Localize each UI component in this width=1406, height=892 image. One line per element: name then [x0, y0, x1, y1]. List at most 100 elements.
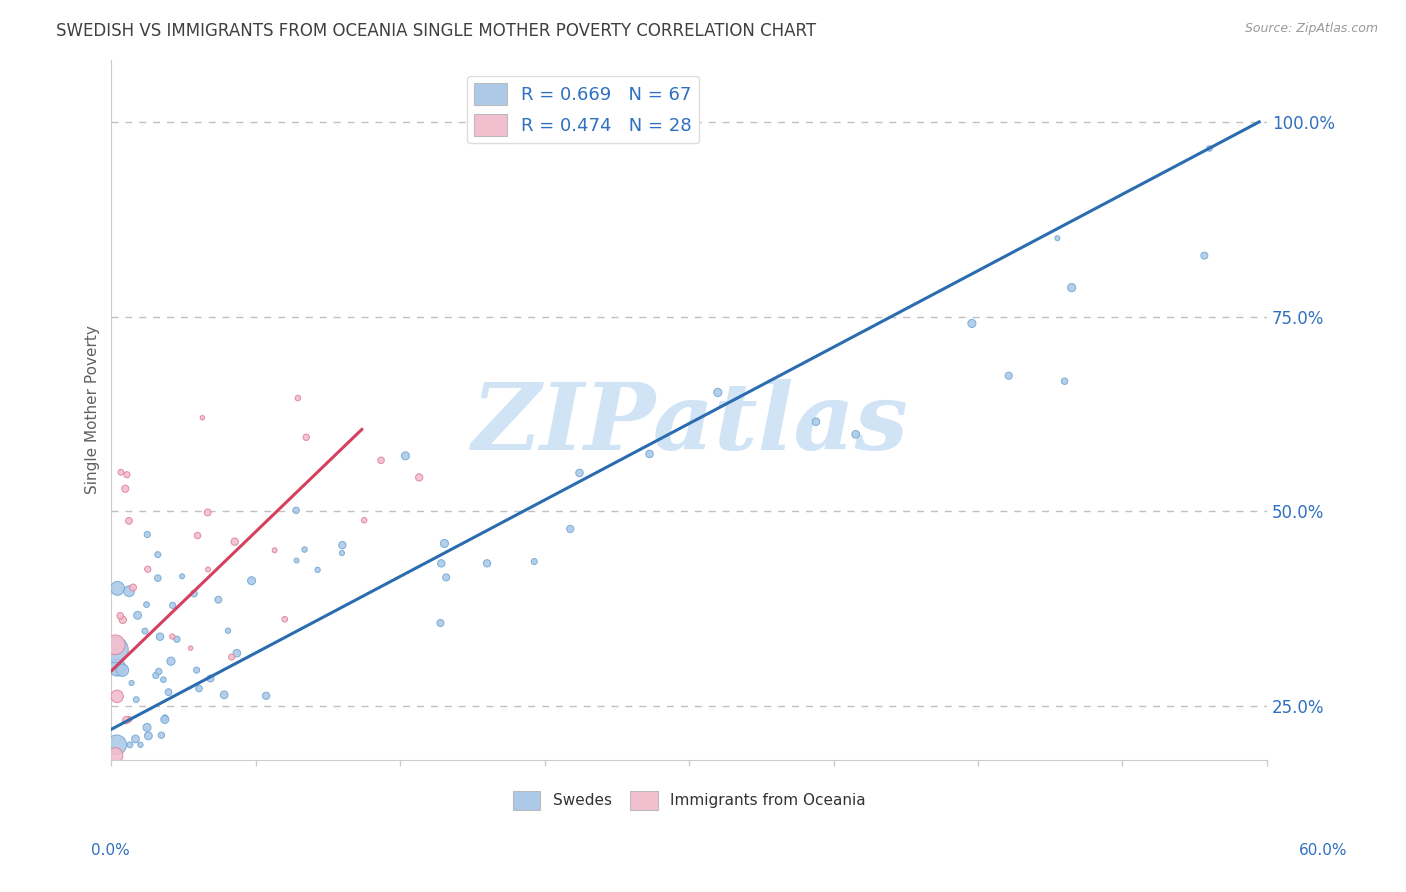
Point — [162, 630, 184, 644]
Point — [122, 581, 145, 595]
Point — [157, 685, 180, 699]
Point — [707, 385, 730, 400]
Text: 60.0%: 60.0% — [1299, 843, 1347, 858]
Point — [115, 713, 138, 727]
Point — [115, 467, 138, 482]
Point — [146, 571, 169, 585]
Point — [152, 673, 174, 687]
Point — [332, 538, 354, 552]
Point — [118, 514, 141, 528]
Point — [408, 470, 430, 484]
Point — [240, 574, 263, 588]
Point — [430, 557, 453, 571]
Point — [186, 663, 208, 677]
Point — [394, 449, 416, 463]
Point — [110, 608, 132, 623]
Point — [1053, 374, 1076, 388]
Point — [187, 528, 209, 542]
Point — [191, 410, 214, 425]
Text: Source: ZipAtlas.com: Source: ZipAtlas.com — [1244, 22, 1378, 36]
Point — [188, 681, 211, 696]
Text: ZIPatlas: ZIPatlas — [471, 379, 908, 469]
Text: 0.0%: 0.0% — [91, 843, 131, 858]
Point — [145, 668, 167, 682]
Point — [370, 453, 392, 467]
Point — [148, 665, 170, 679]
Point — [285, 553, 308, 567]
Point — [197, 562, 219, 576]
Point — [475, 557, 498, 571]
Point — [138, 729, 160, 743]
Point — [997, 368, 1019, 383]
Point — [125, 692, 148, 706]
Point — [124, 731, 146, 746]
Point — [960, 317, 983, 331]
Point — [225, 646, 247, 660]
Point — [118, 712, 141, 726]
Point — [274, 612, 297, 626]
Point — [294, 542, 316, 557]
Point — [1046, 231, 1069, 245]
Point — [136, 720, 159, 734]
Point — [523, 555, 546, 569]
Text: SWEDISH VS IMMIGRANTS FROM OCEANIA SINGLE MOTHER POVERTY CORRELATION CHART: SWEDISH VS IMMIGRANTS FROM OCEANIA SINGL… — [56, 22, 817, 40]
Point — [134, 624, 156, 639]
Point — [285, 503, 308, 517]
Point — [172, 569, 194, 583]
Point — [136, 562, 159, 576]
Point — [200, 672, 222, 686]
Point — [263, 543, 285, 558]
Point — [111, 663, 134, 677]
Point — [150, 728, 173, 742]
Legend: Swedes, Immigrants from Oceania: Swedes, Immigrants from Oceania — [506, 785, 872, 816]
Point — [162, 599, 184, 613]
Point — [107, 582, 129, 596]
Point — [136, 527, 159, 541]
Point — [105, 690, 128, 704]
Point — [1194, 249, 1216, 263]
Point — [353, 513, 375, 527]
Point — [105, 660, 128, 674]
Point — [149, 630, 172, 644]
Point — [433, 536, 456, 550]
Point — [104, 638, 127, 652]
Point — [638, 447, 661, 461]
Point — [105, 738, 128, 752]
Point — [287, 391, 309, 405]
Point — [118, 584, 141, 599]
Point — [153, 713, 176, 727]
Y-axis label: Single Mother Poverty: Single Mother Poverty — [86, 326, 100, 494]
Point — [121, 676, 143, 690]
Point — [135, 598, 157, 612]
Point — [104, 748, 127, 763]
Point — [560, 522, 582, 536]
Point — [429, 615, 451, 630]
Point — [212, 688, 235, 702]
Point — [224, 534, 246, 549]
Point — [845, 427, 868, 442]
Point — [146, 548, 169, 562]
Point — [330, 546, 353, 560]
Point — [1198, 141, 1220, 155]
Point — [804, 415, 827, 429]
Point — [183, 586, 205, 600]
Point — [207, 592, 229, 607]
Point — [217, 624, 239, 638]
Point — [254, 689, 277, 703]
Point — [129, 738, 152, 752]
Point — [180, 641, 202, 656]
Point — [166, 632, 188, 647]
Point — [127, 608, 149, 623]
Point — [114, 482, 136, 496]
Point — [307, 563, 329, 577]
Point — [295, 430, 318, 444]
Point — [434, 570, 457, 584]
Point — [118, 738, 141, 752]
Point — [568, 466, 591, 480]
Point — [110, 465, 132, 479]
Point — [104, 642, 127, 657]
Point — [111, 613, 134, 627]
Point — [153, 711, 176, 725]
Point — [160, 654, 183, 668]
Point — [221, 650, 243, 665]
